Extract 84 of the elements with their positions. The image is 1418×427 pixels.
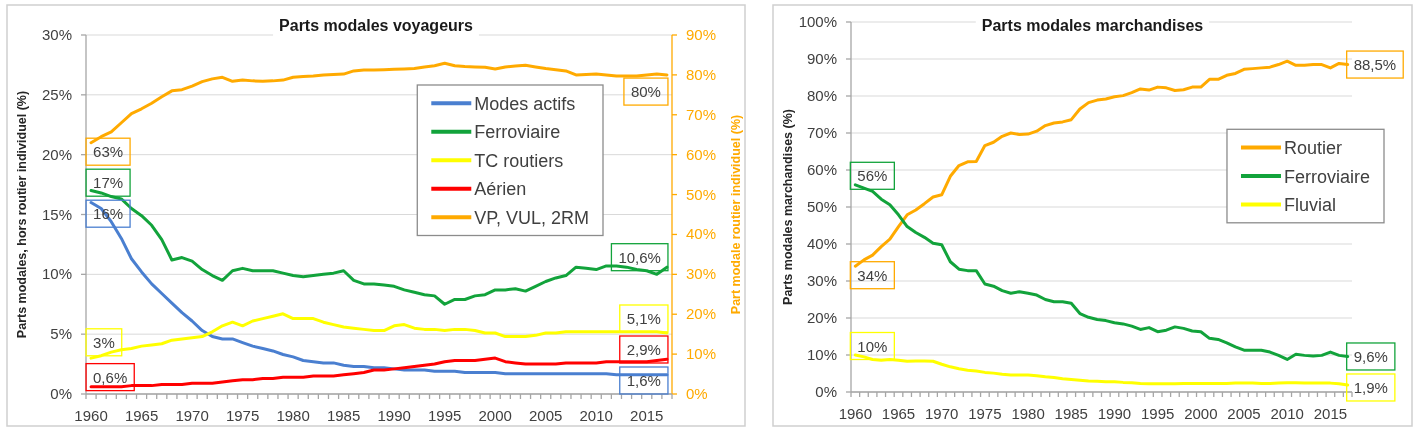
x-tick-label: 1990: [377, 407, 411, 424]
data-label: 10%: [857, 337, 888, 355]
chart-title: Parts modales marchandises: [981, 17, 1204, 34]
x-tick-label: 2005: [1227, 405, 1261, 422]
y2-tick-label: 80%: [686, 65, 717, 83]
legend-label: Ferroviaire: [1283, 166, 1371, 187]
x-tick-label: 2000: [478, 407, 512, 424]
y-tick-label: 20%: [41, 145, 72, 163]
y-tick-label: 30%: [806, 272, 837, 289]
y-tick-label: 90%: [806, 50, 837, 67]
x-tick-label: 1970: [175, 407, 209, 424]
y2-tick-label: 40%: [686, 225, 717, 243]
legend-label: Modes actifs: [474, 93, 576, 114]
y-tick-label: 80%: [806, 87, 837, 104]
line-series: [853, 183, 1350, 361]
legend-label: Aérien: [474, 179, 527, 200]
data-label: 1,6%: [626, 372, 661, 389]
y2-tick-label: 10%: [686, 345, 717, 363]
y-tick-label: 25%: [41, 85, 72, 103]
legend-label: Routier: [1283, 138, 1343, 159]
y2-tick-label: 30%: [686, 265, 717, 283]
x-tick-label: 1975: [225, 407, 260, 424]
x-tick-label: 1985: [326, 407, 361, 424]
y-tick-label: 20%: [806, 309, 837, 326]
data-label: 10,6%: [618, 248, 661, 266]
y-tick-label: 40%: [806, 235, 837, 252]
x-tick-label: 2010: [1270, 405, 1304, 422]
data-label: 3%: [93, 333, 115, 351]
y2-tick-label: 60%: [686, 145, 717, 163]
x-tick-label: 2015: [1313, 405, 1348, 422]
x-tick-label: 1995: [427, 407, 462, 424]
y-tick-label: 0%: [815, 383, 837, 400]
y2-tick-label: 90%: [686, 26, 717, 43]
legend-label: Fluvial: [1283, 195, 1336, 216]
y2-axis-title: Part modale routier individuel (%): [729, 114, 743, 315]
x-tick-label: 1965: [124, 407, 159, 424]
data-label: 56%: [857, 167, 888, 185]
y-tick-label: 10%: [41, 265, 72, 283]
x-tick-label: 1985: [1054, 405, 1088, 422]
y-tick-label: 100%: [798, 13, 837, 30]
x-tick-label: 1990: [1097, 405, 1132, 422]
data-label: 17%: [93, 174, 124, 192]
y2-tick-label: 70%: [686, 105, 717, 123]
data-label: 34%: [857, 266, 888, 284]
y-tick-label: 15%: [41, 205, 72, 223]
y-tick-label: 70%: [806, 124, 837, 141]
x-tick-label: 1975: [968, 405, 1002, 422]
data-label: 80%: [630, 83, 661, 101]
y-tick-label: 5%: [50, 325, 72, 343]
line-series: [89, 356, 669, 389]
y-axis-title: Parts modales marchandises (%): [781, 109, 795, 305]
data-label: 9,6%: [1353, 347, 1388, 365]
y-tick-label: 30%: [41, 26, 72, 43]
y2-tick-label: 20%: [686, 305, 717, 323]
x-tick-label: 2005: [529, 407, 563, 424]
data-label: 5,1%: [626, 310, 661, 327]
x-tick-label: 1980: [1011, 405, 1045, 422]
y-tick-label: 10%: [806, 346, 837, 363]
y-tick-label: 60%: [806, 161, 837, 178]
x-tick-label: 1970: [925, 405, 959, 422]
x-tick-label: 1995: [1140, 405, 1175, 422]
y-tick-label: 0%: [50, 385, 72, 402]
x-tick-label: 2000: [1184, 405, 1218, 422]
x-tick-label: 1980: [276, 407, 310, 424]
x-tick-label: 2015: [630, 407, 664, 424]
y2-tick-label: 50%: [686, 185, 717, 203]
legend-label: TC routiers: [474, 150, 564, 171]
data-label: 2,9%: [626, 341, 661, 358]
y2-tick-label: 0%: [686, 385, 708, 402]
y-tick-label: 50%: [806, 198, 837, 215]
x-tick-label: 1965: [881, 405, 916, 422]
data-label: 0,6%: [93, 368, 128, 386]
legend-label: Ferroviaire: [474, 122, 561, 143]
data-label: 1,9%: [1353, 378, 1388, 396]
x-tick-label: 1960: [74, 407, 108, 424]
y-axis-title: Parts modales, hors routier individuel (%): [15, 90, 29, 339]
line-series: [89, 61, 669, 145]
data-label: 63%: [93, 143, 124, 161]
line-series: [853, 353, 1350, 387]
data-label: 88,5%: [1353, 56, 1397, 74]
legend-label: VP, VUL, 2RM: [474, 207, 589, 228]
chart-title: Parts modales voyageurs: [279, 17, 474, 34]
x-tick-label: 1960: [838, 405, 873, 422]
x-tick-label: 2010: [579, 407, 613, 424]
